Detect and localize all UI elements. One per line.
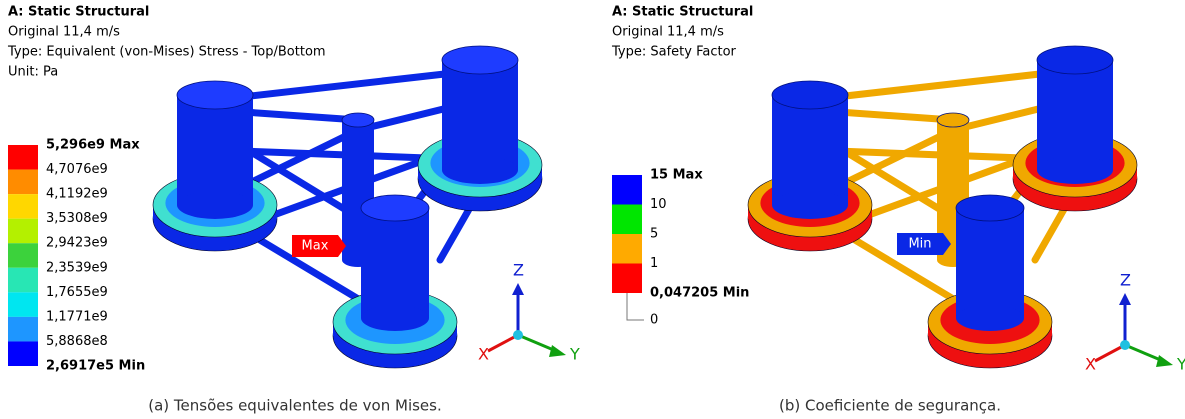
legend-band — [8, 268, 38, 293]
caption: (b) Coeficiente de segurança. — [779, 397, 1001, 415]
probe-label: Min — [908, 237, 931, 252]
legend-label: 1,7655e9 — [46, 285, 108, 300]
legend-band — [8, 341, 38, 366]
legend-label: 4,7076e9 — [46, 162, 108, 177]
cylinder-top — [956, 195, 1024, 221]
cylinder-top — [361, 195, 429, 221]
legend-band — [8, 292, 38, 317]
cylinder-top — [937, 113, 969, 127]
legend-label: 4,1192e9 — [46, 187, 108, 202]
cylinder-bottom — [361, 305, 429, 331]
header-line: Original 11,4 m/s — [612, 25, 724, 40]
triad-label: Z — [513, 261, 524, 280]
cylinder-top — [177, 81, 253, 109]
cylinder-body — [772, 95, 848, 205]
legend-label: 5,8868e8 — [46, 334, 108, 349]
caption: (a) Tensões equivalentes de von Mises. — [148, 397, 442, 415]
cylinder-bottom — [442, 156, 518, 184]
cylinder-body — [442, 60, 518, 170]
legend-label: 2,3539e9 — [46, 260, 108, 275]
cylinder-body — [177, 95, 253, 205]
triad-origin — [513, 330, 523, 340]
header-line: Type: Equivalent (von-Mises) Stress - To… — [7, 45, 326, 60]
legend-band — [8, 194, 38, 219]
legend-label: 0,047205 Min — [650, 286, 749, 301]
legend-label: 1,1771e9 — [46, 309, 108, 324]
triad-label: X — [1085, 355, 1096, 374]
legend-label: 2,6917e5 Min — [46, 359, 145, 374]
triad-label: Z — [1120, 271, 1131, 290]
legend-label: 3,5308e9 — [46, 211, 108, 226]
header-line: A: Static Structural — [8, 5, 149, 20]
axis-y-head — [1156, 355, 1173, 367]
axis-x — [1095, 345, 1125, 361]
axis-y — [1125, 345, 1163, 361]
cylinder-body — [956, 208, 1024, 318]
model — [748, 46, 1137, 368]
legend-band — [612, 264, 642, 294]
brace — [810, 70, 1075, 100]
cylinder-bottom — [956, 305, 1024, 331]
legend-band — [8, 243, 38, 268]
legend-label: 0 — [650, 313, 658, 328]
legend-label: 10 — [650, 197, 667, 212]
legend-band — [8, 145, 38, 170]
cylinder-body — [361, 208, 429, 318]
legend-band — [612, 205, 642, 235]
brace — [215, 70, 480, 100]
legend-label: 1 — [650, 256, 658, 271]
probe-label: Max — [302, 239, 329, 254]
cylinder-top — [442, 46, 518, 74]
legend-leader — [627, 293, 644, 320]
legend-label: 2,9423e9 — [46, 236, 108, 251]
cylinder-bottom — [772, 191, 848, 219]
legend-band — [612, 234, 642, 264]
legend-band — [8, 219, 38, 244]
cylinder-top — [342, 113, 374, 127]
triad-origin — [1120, 340, 1130, 350]
header-line: Type: Safety Factor — [611, 45, 737, 60]
triad-label: Y — [1176, 355, 1185, 374]
legend-label: 5,296e9 Max — [46, 138, 140, 153]
legend-band — [8, 170, 38, 195]
legend-band — [612, 175, 642, 205]
header-line: Original 11,4 m/s — [8, 25, 120, 40]
axis-z-head — [1119, 293, 1131, 305]
cylinder-body — [1037, 60, 1113, 170]
axis-y — [518, 335, 556, 351]
cylinder-top — [772, 81, 848, 109]
cylinder-bottom — [1037, 156, 1113, 184]
legend-label: 5 — [650, 227, 658, 242]
axis-x — [488, 335, 518, 351]
legend-label: 15 Max — [650, 168, 703, 183]
axis-z-head — [512, 283, 524, 295]
cylinder-top — [1037, 46, 1113, 74]
triad-label: X — [478, 345, 489, 364]
figure: A: Static Structural Original 11,4 m/s Typ… — [0, 0, 1185, 419]
cylinder-bottom — [177, 191, 253, 219]
header-line: Unit: Pa — [8, 65, 58, 80]
legend-band — [8, 317, 38, 342]
axis-y-head — [549, 345, 566, 357]
model — [153, 46, 542, 368]
header-line: A: Static Structural — [612, 5, 753, 20]
triad-label: Y — [569, 345, 580, 364]
